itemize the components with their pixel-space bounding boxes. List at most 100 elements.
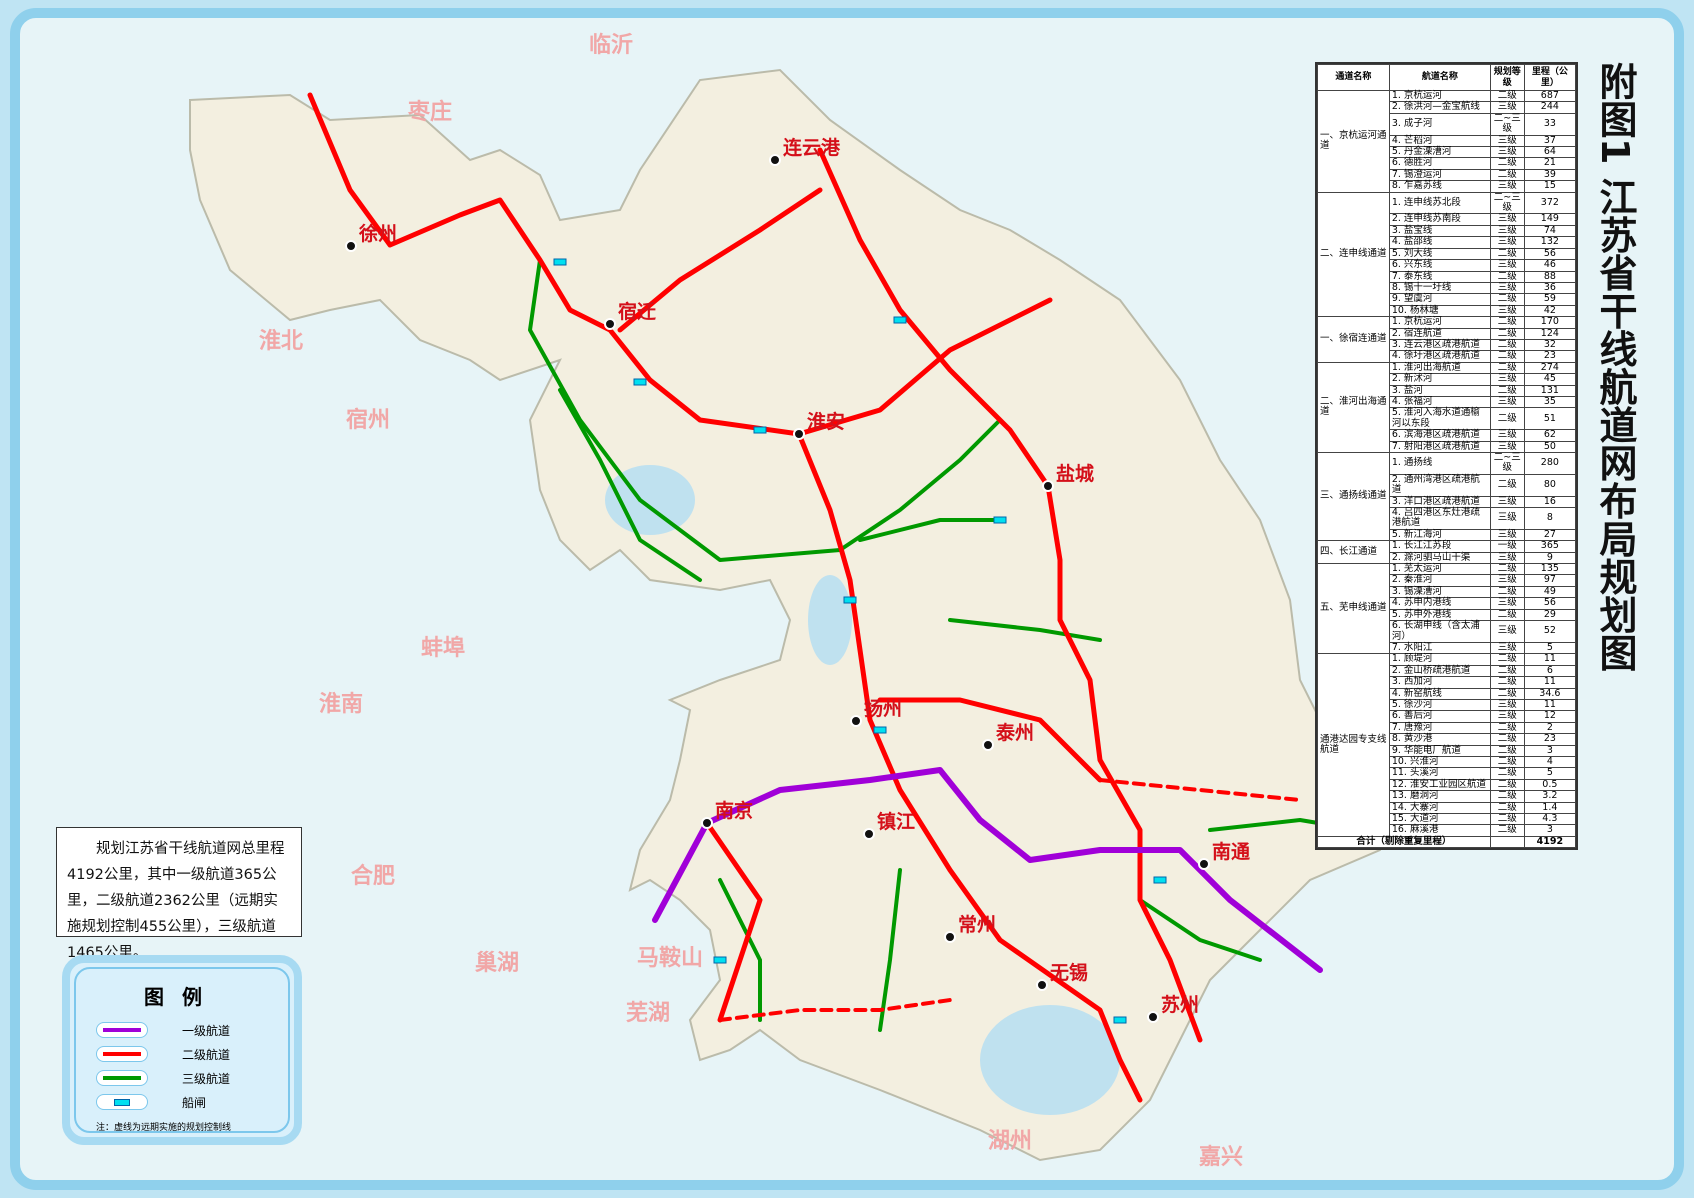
- channel-name: 一、京杭运河通道: [1317, 90, 1390, 193]
- table-row: 四、长江通道 1. 长江江苏段 一级 365: [1317, 540, 1577, 565]
- waterway-name: 10. 兴淮河: [1388, 755, 1491, 769]
- mileage: 97: [1523, 574, 1577, 587]
- table-row: 6. 善后河 三级 12: [1318, 710, 1577, 723]
- table-row: 二、连申线通道 1. 连申线苏北段 二~三级 372: [1317, 191, 1577, 318]
- table-row: 通港达园专支线航道 1. 顾堤河 二级 11: [1317, 653, 1577, 837]
- grade: 二级: [1489, 767, 1525, 780]
- mileage: 23: [1523, 733, 1577, 746]
- mileage: 132: [1523, 236, 1577, 249]
- neighbor-city-label: 马鞍山: [637, 945, 703, 971]
- mileage: 15: [1523, 180, 1577, 193]
- neighbor-city-label: 淮南: [319, 692, 363, 717]
- waterway-name: 10. 杨林塘: [1388, 304, 1491, 318]
- mileage: 135: [1523, 563, 1577, 576]
- city-label: 连云港: [783, 136, 841, 159]
- waterway-name: 6. 善后河: [1388, 710, 1491, 723]
- grade: 三级: [1489, 101, 1525, 114]
- mileage: 16: [1523, 495, 1577, 509]
- table-row: 2. 连申线苏南段 三级 149: [1318, 213, 1577, 226]
- table-row: 6. 滨海港区疏港航道 三级 62: [1318, 429, 1577, 442]
- table-row: 8. 黄沙港 二级 23: [1318, 733, 1577, 746]
- table-row: 14. 大寨河 二级 1.4: [1318, 801, 1577, 815]
- grade: 二级: [1489, 473, 1525, 497]
- legend-footnote: 注：虚线为远期实施的规划控制线: [96, 1123, 232, 1133]
- mileage: 3: [1523, 744, 1577, 757]
- mileage: 49: [1523, 585, 1577, 599]
- channel-name: 三、通扬线通道: [1317, 451, 1390, 542]
- lock-icon: [114, 1098, 130, 1106]
- mileage: 1.4: [1523, 801, 1577, 815]
- jiangsu-province: [189, 68, 1402, 1162]
- table-row: 三、通扬线通道 1. 通扬线 二~三级 280: [1317, 451, 1577, 542]
- grade: 二级: [1489, 824, 1525, 837]
- waterway-name: 6. 滨海港区疏港航道: [1388, 429, 1491, 442]
- city-marker: [982, 739, 994, 751]
- table-row: 一、徐宿连通道 1. 京杭运河 二级 170: [1317, 316, 1577, 363]
- grade: 二级: [1489, 157, 1525, 170]
- channel-name: 二、连申线通道: [1317, 191, 1390, 318]
- mileage: 50: [1523, 440, 1577, 454]
- total-row: 合计（剔除重复里程） 4192: [1317, 835, 1577, 849]
- col-header: 通道名称: [1317, 64, 1390, 91]
- mileage: 88: [1523, 270, 1577, 283]
- waterway-name: 2. 连申线苏南段: [1388, 213, 1491, 226]
- lock-icon: [713, 956, 727, 964]
- grade1-waterway: [652, 767, 1323, 973]
- waterway-name: 7. 射阳港区疏港航道: [1388, 440, 1491, 454]
- neighbor-city-label: 宿州: [346, 407, 390, 433]
- waterway-name: 5. 徐沙河: [1388, 698, 1491, 712]
- mileage: 52: [1523, 620, 1577, 643]
- waterway-name: 1. 连申线苏北段: [1388, 191, 1491, 215]
- waterway-name: 5. 淮河入海水道通榆河以东段: [1388, 407, 1491, 431]
- waterway-name: 5. 刘大线: [1388, 247, 1491, 261]
- grade: 二级: [1489, 407, 1525, 431]
- mileage: 36: [1523, 281, 1577, 295]
- grade: 二级: [1489, 361, 1525, 375]
- grade: 二级: [1489, 293, 1525, 306]
- mileage: 45: [1523, 373, 1577, 386]
- total-value: 4192: [1523, 835, 1577, 849]
- table-row: 7. 射阳港区疏港航道 三级 50: [1318, 440, 1577, 454]
- waterway-table: 通道名称 航道名称 规划等级 里程（公里） 一、京杭运河通道 1. 京杭运河 二级 6…: [1315, 62, 1578, 851]
- grade2-waterway: [817, 147, 1203, 1043]
- table-row: 5. 淮河入海水道通榆河以东段 二级 51: [1318, 407, 1577, 431]
- grade: 三级: [1489, 574, 1525, 587]
- grade: 三级: [1489, 495, 1525, 509]
- mileage: 6: [1523, 664, 1577, 678]
- table-row: 15. 大道河 二级 4.3: [1318, 812, 1577, 826]
- neighbor-city-label: 巢湖: [474, 950, 519, 976]
- table-row: 16. 麻溪港 二级 3: [1318, 824, 1577, 837]
- table-row: 2. 滁河驷马山干渠 三级 9: [1318, 551, 1577, 565]
- grade: 三级: [1489, 213, 1525, 226]
- waterway-name: 13. 磨洞河: [1388, 790, 1491, 803]
- grade: 三级: [1489, 710, 1525, 723]
- mileage: 39: [1523, 168, 1577, 182]
- table-row: 五、芜申线通道 1. 芜太运河 二级 135: [1317, 563, 1577, 655]
- waterway-name: 8. 锡十一圩线: [1388, 281, 1491, 295]
- mileage: 62: [1523, 429, 1577, 442]
- city-marker: [793, 428, 805, 440]
- grade: 一级: [1489, 540, 1525, 553]
- waterway-name: 6. 德胜河: [1388, 157, 1491, 170]
- channel-name: 一、徐宿连通道: [1317, 316, 1390, 363]
- summary-note: 规划江苏省干线航道网总里程4192公里，其中一级航道365公里，二级航道2362…: [56, 827, 302, 961]
- waterway-name: 4. 徐圩港区疏港航道: [1388, 350, 1491, 363]
- table-row: 7. 锡澄运河 二级 39: [1318, 168, 1577, 182]
- neighbor-city-label: 芜湖: [626, 1001, 670, 1026]
- channel-name: 通港达园专支线航道: [1317, 653, 1390, 837]
- mileage: 11: [1523, 676, 1577, 689]
- legend-lock: 船闸: [96, 1090, 268, 1114]
- mileage: 64: [1523, 146, 1577, 159]
- lock-icon: [633, 378, 647, 386]
- lock-icon: [843, 596, 857, 604]
- waterway-name: 5. 苏申外港线: [1388, 608, 1491, 622]
- grade2-waterway-planned: [1098, 778, 1302, 802]
- grade: 二级: [1489, 733, 1525, 746]
- mileage: 12: [1523, 710, 1577, 723]
- table-row: 2. 金山桥疏港航道 二级 6: [1318, 664, 1577, 678]
- waterway-name: 2. 金山桥疏港航道: [1388, 664, 1491, 678]
- grade2-waterway-planned: [718, 998, 952, 1022]
- table-row: 5. 苏申外港线 二级 29: [1318, 608, 1577, 622]
- grade3-waterway: [558, 388, 702, 582]
- city-label: 镇江: [877, 810, 915, 833]
